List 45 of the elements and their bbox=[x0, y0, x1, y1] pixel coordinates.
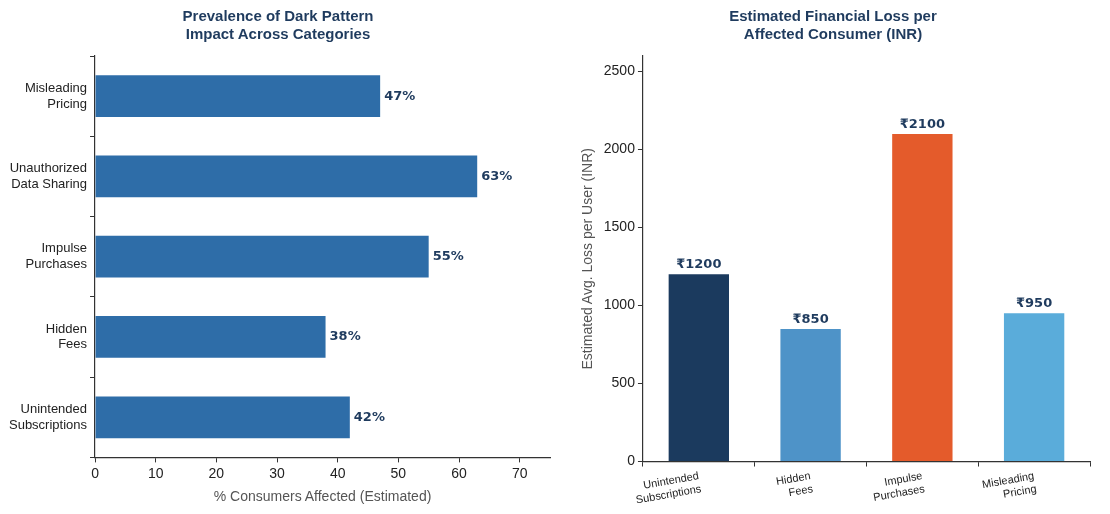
y-tick-label: Misleading Pricing bbox=[24, 79, 88, 111]
bar bbox=[1003, 313, 1065, 462]
x-tick-label: Impulse Purchases bbox=[872, 469, 926, 504]
y-tick-label: Unintended Subscriptions bbox=[8, 401, 88, 432]
bar bbox=[668, 274, 729, 462]
data-label: ₹1200 bbox=[676, 256, 722, 272]
y-tick-label: 500 bbox=[611, 374, 636, 391]
data-label: ₹2100 bbox=[899, 115, 945, 131]
bar bbox=[95, 155, 478, 198]
x-tick-label: Misleading Pricing bbox=[981, 469, 1038, 500]
bar bbox=[95, 75, 381, 118]
bar bbox=[95, 235, 429, 278]
data-label: 55% bbox=[432, 248, 464, 264]
y-tick-label: Impulse Purchases bbox=[25, 240, 88, 272]
data-label: ₹950 bbox=[1016, 295, 1053, 311]
y-tick-label: 1000 bbox=[603, 296, 636, 313]
x-tick-label: 40 bbox=[329, 464, 346, 481]
bar bbox=[95, 316, 326, 358]
y-tick-label: 0 bbox=[627, 452, 636, 469]
chart-title: Estimated Financial Loss per Affected Consumer (INR) bbox=[729, 7, 937, 43]
x-tick-label: 30 bbox=[269, 464, 286, 481]
bar bbox=[780, 328, 841, 462]
y-axis-title: Estimated Avg. Loss per User (INR) bbox=[579, 148, 596, 370]
y-tick-label: Unauthorized Data Sharing bbox=[9, 160, 88, 191]
x-tick-label: Unintended Subscriptions bbox=[634, 469, 703, 506]
y-tick-label: Hidden Fees bbox=[45, 320, 88, 352]
x-tick-label: 60 bbox=[451, 464, 467, 481]
x-tick-label: 70 bbox=[511, 464, 528, 481]
x-tick-label: 50 bbox=[390, 464, 407, 481]
x-axis-title: % Consumers Affected (Estimated) bbox=[213, 488, 432, 505]
bar bbox=[95, 396, 350, 439]
y-tick-label: 2500 bbox=[603, 62, 636, 79]
y-tick-label: 1500 bbox=[603, 218, 636, 235]
chart-title: Prevalence of Dark Pattern Impact Across Categories bbox=[182, 7, 374, 43]
data-label: 42% bbox=[353, 408, 385, 424]
data-label: 63% bbox=[481, 167, 513, 183]
bar bbox=[892, 133, 953, 462]
x-tick-label: 10 bbox=[147, 464, 164, 481]
y-tick-label: 2000 bbox=[603, 140, 636, 157]
x-tick-label: 20 bbox=[208, 464, 225, 481]
data-label: 38% bbox=[329, 328, 361, 344]
data-label: ₹850 bbox=[792, 310, 829, 326]
x-tick-label: 0 bbox=[91, 464, 100, 481]
data-label: 47% bbox=[384, 87, 416, 103]
x-tick-label: Hidden Fees bbox=[775, 469, 815, 499]
